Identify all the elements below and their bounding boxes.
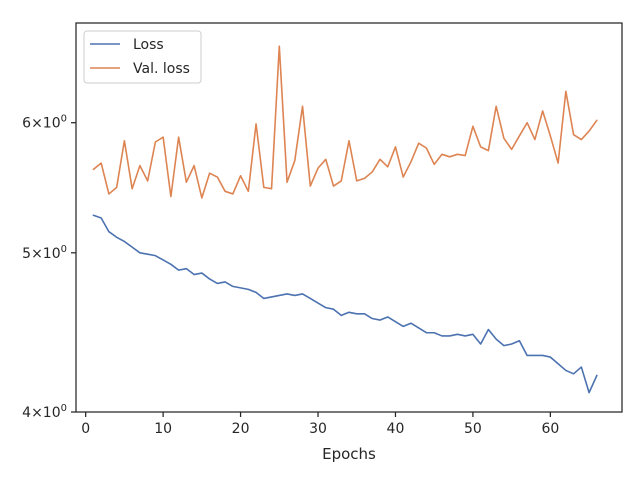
x-tick-label: 40 bbox=[387, 421, 405, 437]
x-tick-label: 30 bbox=[309, 421, 327, 437]
plot-background bbox=[76, 23, 622, 412]
series-layer bbox=[92, 45, 598, 394]
y-tick-label-base: 4×10 bbox=[22, 405, 60, 421]
x-tick-label: 10 bbox=[154, 421, 172, 437]
series-line-loss bbox=[92, 214, 598, 394]
y-tick-label: 4×100 bbox=[22, 403, 67, 421]
y-tick-label-exponent: 0 bbox=[61, 114, 67, 125]
legend-label: Val. loss bbox=[133, 61, 190, 77]
legend-label: Loss bbox=[133, 37, 164, 53]
x-tick-label: 20 bbox=[232, 421, 250, 437]
y-tick-label-base: 6×10 bbox=[22, 116, 60, 132]
x-tick-label: 60 bbox=[541, 421, 559, 437]
y-tick-label-base: 5×10 bbox=[22, 246, 60, 262]
x-axis-label: Epochs bbox=[322, 445, 376, 463]
y-tick-label: 5×100 bbox=[22, 244, 67, 262]
series-line-val-loss bbox=[92, 45, 598, 199]
y-tick-label-exponent: 0 bbox=[61, 403, 67, 414]
y-tick-label-exponent: 0 bbox=[61, 244, 67, 255]
x-tick-label: 0 bbox=[81, 421, 90, 437]
legend: Loss Val. loss bbox=[83, 30, 202, 84]
y-tick-label: 6×100 bbox=[22, 114, 67, 132]
x-tick-label: 50 bbox=[464, 421, 482, 437]
plot-frame bbox=[75, 22, 623, 413]
